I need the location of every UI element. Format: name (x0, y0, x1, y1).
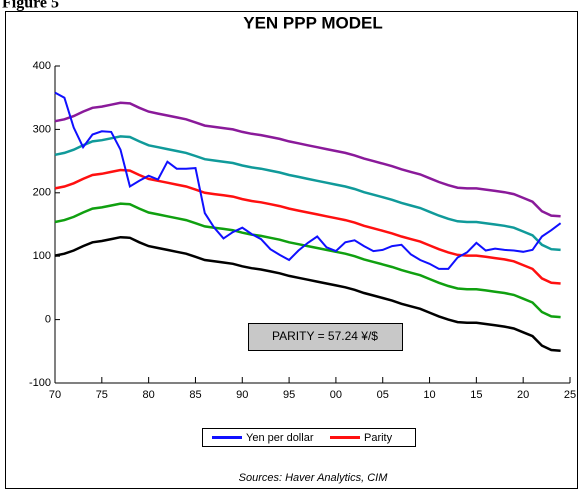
figure-label: Figure 5 (2, 0, 59, 12)
y-tick-label: 0 (45, 314, 51, 326)
legend-label: Parity (364, 432, 393, 444)
x-tick-label: 80 (143, 389, 155, 401)
y-tick-label: 200 (33, 187, 51, 199)
y-tick-label: 100 (33, 250, 51, 262)
annotation: PARITY = 57.24 ¥/$ (272, 329, 378, 343)
y-tick-label: 300 (33, 123, 51, 135)
x-tick-label: 95 (283, 389, 295, 401)
x-tick-label: 85 (189, 389, 201, 401)
x-tick-label: 10 (423, 389, 435, 401)
x-tick-label: 20 (517, 389, 529, 401)
series-line (54, 101, 561, 218)
x-tick-label: 05 (377, 389, 389, 401)
chart-frame (5, 11, 578, 489)
y-tick-label: -100 (29, 377, 51, 389)
chart-title: YEN PPP MODEL (243, 13, 383, 32)
x-tick-label: 75 (96, 389, 108, 401)
legend (202, 428, 416, 447)
x-tick-label: 00 (330, 389, 342, 401)
legend-label: Yen per dollar (246, 432, 314, 444)
x-tick-label: 70 (49, 389, 61, 401)
annotation-box (248, 323, 403, 351)
series-line (54, 135, 561, 252)
x-tick-label: 15 (470, 389, 482, 401)
series-line (54, 91, 562, 270)
series-line (54, 202, 561, 319)
x-tick-label: 90 (236, 389, 248, 401)
source: Sources: Haver Analytics, CIM (239, 472, 389, 484)
y-tick-label: 400 (33, 60, 51, 72)
series-line (54, 168, 561, 285)
series-line (54, 235, 561, 352)
x-tick-label: 25 (564, 389, 576, 401)
